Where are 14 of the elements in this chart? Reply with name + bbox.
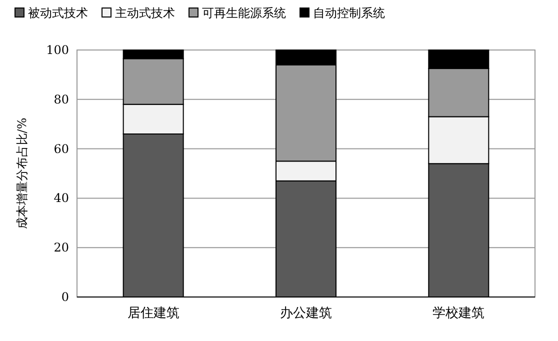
x-tick-label: 办公建筑: [280, 306, 332, 321]
legend-label: 主动式技术: [115, 6, 175, 20]
y-tick-label: 80: [54, 92, 69, 106]
y-axis-title: 成本增量分布占比/%: [15, 118, 29, 230]
y-tick-label: 100: [46, 43, 69, 57]
legend-label: 可再生能源系统: [202, 6, 286, 20]
y-tick-label: 20: [54, 240, 69, 255]
legend-label: 被动式技术: [28, 6, 88, 20]
y-tick-label: 40: [54, 191, 69, 206]
y-tick-label: 60: [54, 142, 69, 156]
x-tick-label: 学校建筑: [432, 306, 485, 321]
x-tick-label: 居住建筑: [127, 306, 180, 321]
y-tick-label: 0: [61, 290, 69, 304]
legend-label: 自动控制系统: [313, 6, 385, 20]
